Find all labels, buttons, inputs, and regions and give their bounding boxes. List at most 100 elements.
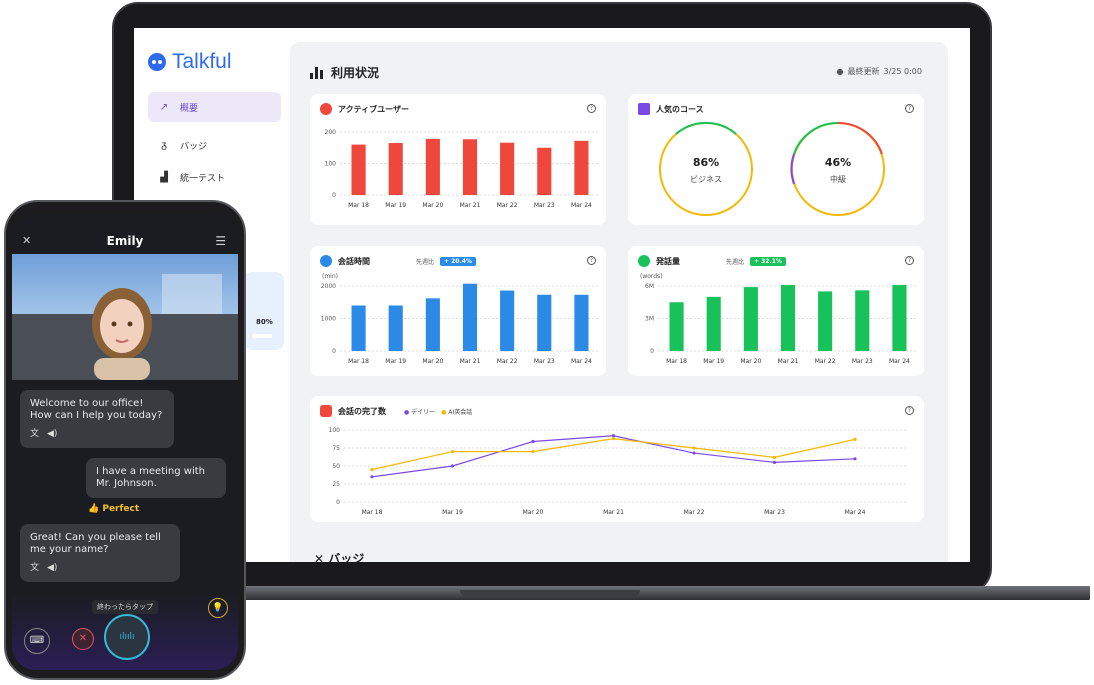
message-tools: 文 ◀) bbox=[30, 428, 164, 440]
speech-bubble-icon bbox=[638, 255, 650, 267]
card-header: 発話量 先週比 + 32.1% bbox=[638, 255, 786, 267]
app-logo[interactable]: Talkful bbox=[148, 50, 232, 74]
speech-volume-chart: 0 3M 6M (words) Mar 18 Mar 19 Mar 20 Mar 21 Mar … bbox=[640, 273, 918, 365]
close-icon[interactable]: ✕ bbox=[22, 234, 32, 247]
card-title: 会話の完了数 bbox=[338, 406, 386, 416]
message-ai-2: Great! Can you please tell me your name?… bbox=[20, 524, 180, 582]
compare-label: 先週比 bbox=[726, 258, 745, 266]
waveform-icon[interactable]: ılıılı bbox=[104, 614, 150, 660]
speech-volume-card: 発話量 先週比 + 32.1% ? 0 3M 6M (words) Mar 18 Mar … bbox=[628, 246, 924, 376]
sidebar-item-badges[interactable]: ᵹ バッジ bbox=[148, 130, 281, 160]
bar bbox=[500, 142, 515, 195]
lightbulb-icon[interactable]: 💡 bbox=[208, 598, 228, 618]
x-tick-label: Mar 22 bbox=[815, 358, 836, 365]
help-icon[interactable]: ? bbox=[587, 256, 596, 265]
last-updated-value: 3/25 0:00 bbox=[883, 67, 922, 76]
x-tick-label: Mar 21 bbox=[460, 358, 481, 365]
speaker-icon[interactable]: ◀) bbox=[47, 429, 58, 439]
ring-intermediate-green bbox=[793, 121, 839, 155]
x-tick-label: Mar 24 bbox=[845, 509, 866, 516]
course-rings: 86% ビジネス 46% 中級 bbox=[659, 121, 885, 216]
help-icon[interactable]: ? bbox=[905, 256, 914, 265]
message-text: Great! Can you please tell me your name? bbox=[30, 532, 161, 555]
data-point bbox=[531, 439, 535, 444]
translate-icon[interactable]: 文 bbox=[30, 429, 40, 439]
bar bbox=[388, 305, 403, 351]
message-text: Welcome to our office! How can I help yo… bbox=[30, 398, 163, 421]
main-panel: 利用状況 ● 最終更新 3/25 0:00 アクティブユーザー ? 0 100 20… bbox=[290, 42, 948, 562]
y-tick-label: 2000 bbox=[321, 283, 336, 290]
x-tick-label: Mar 22 bbox=[497, 202, 518, 209]
bar bbox=[818, 291, 833, 351]
translate-icon[interactable]: 文 bbox=[30, 563, 40, 573]
x-tick-label: Mar 18 bbox=[362, 509, 383, 516]
y-tick-label: 50 bbox=[332, 463, 340, 470]
card-title: 発話量 bbox=[656, 256, 680, 266]
laptop-screen: Talkful ↗ 概要 ᵹ バッジ ▟ 統一テスト 80% 利用状況 ● 最終… bbox=[134, 28, 970, 562]
medal-icon: ᵹ bbox=[161, 139, 167, 151]
bar bbox=[462, 283, 478, 351]
keyboard-icon[interactable]: ⌨ bbox=[24, 628, 50, 654]
next-section-label: バッジ bbox=[328, 552, 365, 562]
data-point bbox=[611, 434, 616, 438]
active-users-chart: 0 100 200 Mar 18 Mar 19 Mar 20 Mar 21 Mar 22 Mar… bbox=[325, 129, 600, 209]
x-tick-label: Mar 21 bbox=[603, 509, 624, 516]
x-tick-label: Mar 20 bbox=[422, 202, 443, 209]
x-tick-label: Mar 19 bbox=[385, 358, 406, 365]
help-icon[interactable]: ? bbox=[905, 104, 914, 113]
talk-time-card: 会話時間 先週比 + 20.4% ? 0 1000 2000 (min) Mar 18 M… bbox=[310, 246, 606, 376]
page-title: 利用状況 bbox=[310, 64, 379, 81]
message-user-1: I have a meeting with Mr. Johnson. bbox=[86, 458, 226, 498]
ring-intermediate-value: 46% bbox=[825, 156, 851, 169]
y-axis-unit: (words) bbox=[640, 273, 663, 280]
sidebar-item-overview[interactable]: ↗ 概要 bbox=[148, 92, 281, 122]
menu-icon[interactable]: ☰ bbox=[215, 234, 226, 248]
phone-screen: ✕ Emily ☰ Welcome to our office! How can… bbox=[12, 214, 238, 670]
x-tick-label: Mar 24 bbox=[571, 202, 592, 209]
x-tick-label: Mar 19 bbox=[703, 358, 724, 365]
last-updated: ● 最終更新 3/25 0:00 bbox=[837, 66, 922, 77]
x-tick-label: Mar 21 bbox=[778, 358, 799, 365]
clock-icon: ● bbox=[836, 67, 844, 76]
x-tick-label: Mar 23 bbox=[534, 358, 555, 365]
speaker-icon[interactable]: ◀) bbox=[47, 563, 58, 573]
message-ai-1: Welcome to our office! How can I help yo… bbox=[20, 390, 174, 448]
tap-when-done-label: 終わったらタップ bbox=[92, 600, 158, 614]
data-point bbox=[370, 468, 374, 472]
ring-business bbox=[659, 122, 753, 216]
bar bbox=[388, 143, 403, 195]
x-tick-label: Mar 23 bbox=[764, 509, 785, 516]
help-icon[interactable]: ? bbox=[905, 406, 914, 415]
sidebar-item-label: 統一テスト bbox=[180, 173, 226, 184]
card-title: 会話時間 bbox=[338, 256, 370, 266]
data-point bbox=[692, 451, 696, 455]
data-point bbox=[853, 457, 857, 461]
phone-header: ✕ Emily ☰ bbox=[12, 214, 238, 254]
card-header: 会話の完了数 ● デイリー ● AI英会話 bbox=[320, 405, 472, 417]
y-tick-label: 0 bbox=[336, 499, 340, 506]
bar bbox=[462, 139, 478, 195]
bar bbox=[780, 284, 796, 351]
y-tick-label: 100 bbox=[325, 161, 337, 168]
legend-ai: ● AI英会話 bbox=[441, 408, 473, 416]
legend-daily: ● デイリー bbox=[404, 408, 436, 416]
bar bbox=[855, 290, 870, 351]
message-tools: 文 ◀) bbox=[30, 562, 170, 574]
data-point bbox=[692, 446, 696, 450]
y-axis-unit: (min) bbox=[322, 273, 338, 280]
cancel-recording-button[interactable]: ✕ bbox=[72, 628, 94, 650]
help-icon[interactable]: ? bbox=[587, 104, 596, 113]
ring-intermediate-red bbox=[837, 121, 883, 155]
app-name: Talkful bbox=[172, 50, 232, 73]
bar bbox=[537, 147, 552, 195]
sidebar-item-unified-test[interactable]: ▟ 統一テスト bbox=[148, 162, 281, 192]
y-tick-label: 1000 bbox=[321, 316, 336, 323]
progress-card-bar bbox=[252, 334, 272, 338]
x-tick-label: Mar 24 bbox=[889, 358, 910, 365]
card-header: アクティブユーザー bbox=[320, 103, 409, 115]
x-tick-label: Mar 19 bbox=[442, 509, 463, 516]
x-tick-label: Mar 18 bbox=[348, 202, 369, 209]
x-tick-label: Mar 24 bbox=[571, 358, 592, 365]
bar bbox=[425, 298, 440, 351]
legend-daily-label: デイリー bbox=[411, 408, 436, 416]
